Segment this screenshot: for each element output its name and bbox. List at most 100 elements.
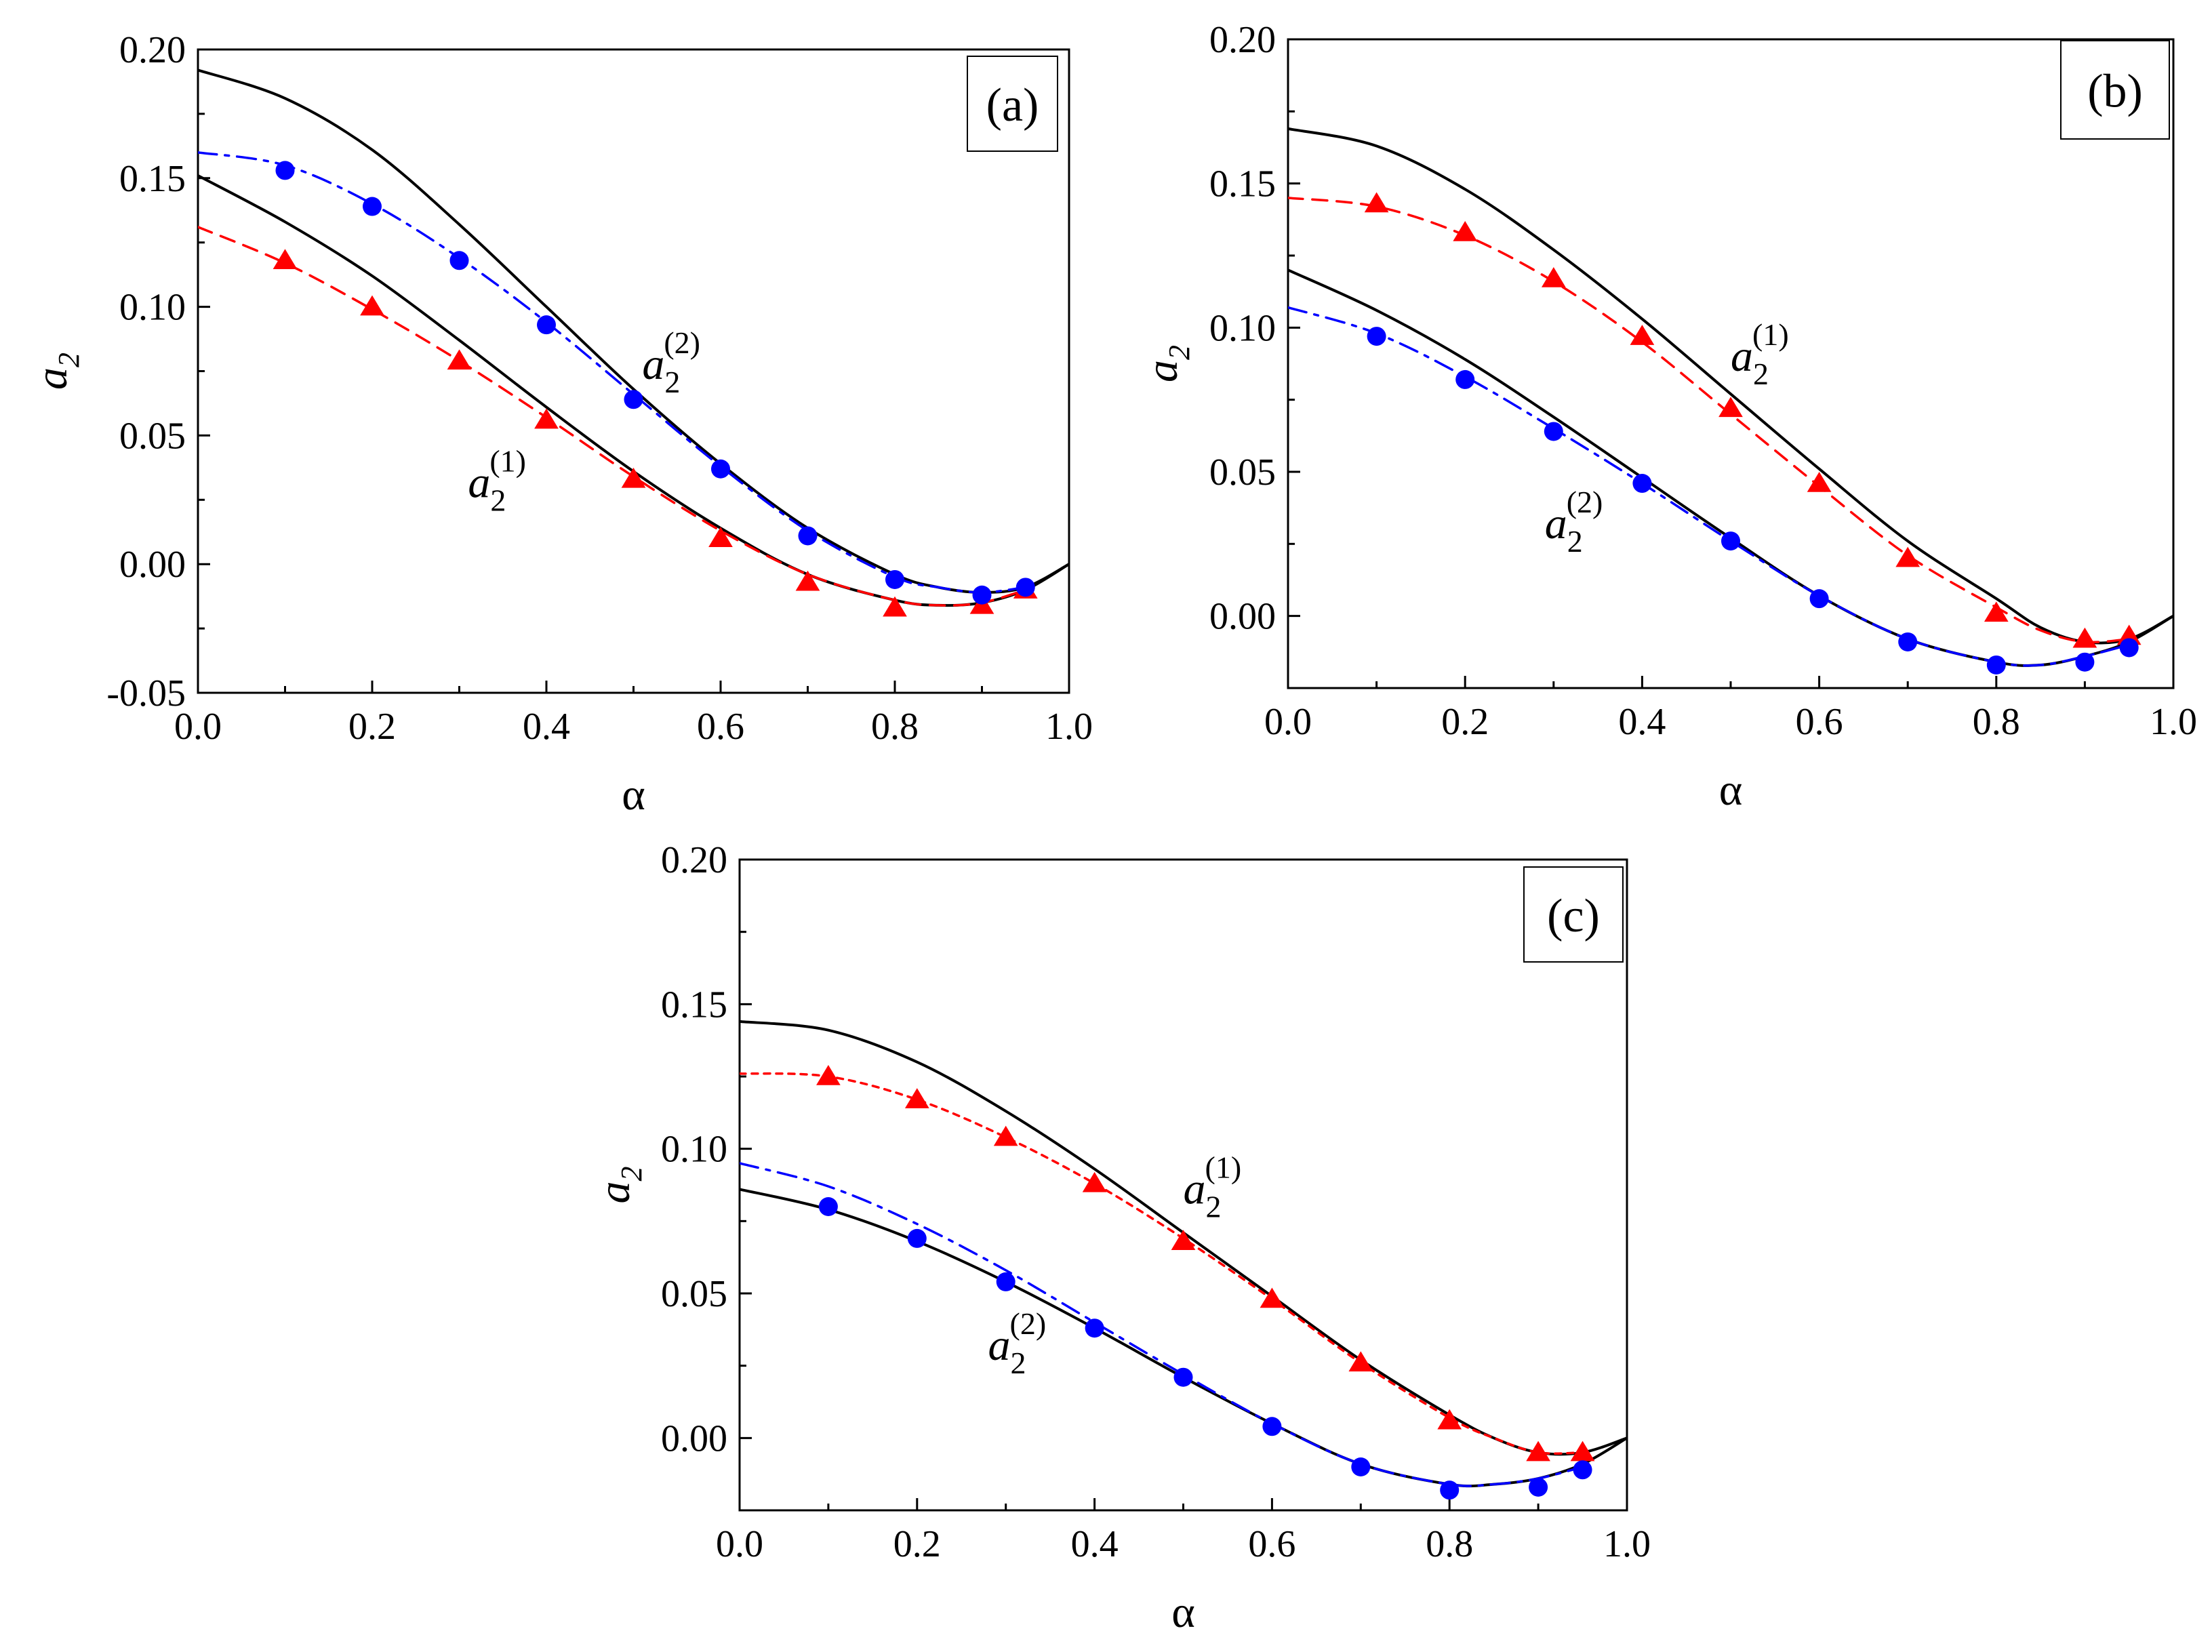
annotation-sub: 2: [1011, 1346, 1026, 1380]
data-point-circle: [1898, 632, 1918, 651]
y-tick-label: 0.05: [661, 1273, 727, 1315]
data-point-circle: [885, 569, 904, 589]
y-tick-label: 0.00: [119, 544, 186, 586]
annotation-sup: (2): [1010, 1306, 1047, 1341]
data-point-triangle: [1437, 1409, 1462, 1430]
curve-annotation: a2 (2): [1545, 485, 1603, 559]
x-axis-title: α: [1719, 765, 1743, 815]
data-point-triangle: [273, 249, 298, 270]
plot-area: [1288, 127, 2173, 674]
x-tick-label: 0.6: [697, 706, 744, 748]
data-point-triangle: [1364, 192, 1389, 213]
data-point-triangle: [1807, 472, 1832, 492]
y-tick-label: 0.10: [119, 287, 186, 329]
data-point-circle: [1015, 578, 1035, 597]
x-tick-label: 0.6: [1796, 701, 1843, 743]
y-axis-title: a2: [1138, 345, 1196, 382]
data-point-circle: [1809, 589, 1829, 609]
y-axis-title-sub: 2: [615, 1167, 648, 1182]
y-axis-title-text: a2: [590, 1167, 648, 1204]
data-point-triangle: [795, 570, 820, 591]
curve-annotation: a2 (1): [1184, 1150, 1242, 1224]
annotation-base: a: [642, 340, 664, 389]
x-tick-label: 0.8: [871, 706, 919, 748]
x-axis-title: α: [1171, 1588, 1195, 1637]
data-point-circle: [711, 459, 730, 479]
y-axis-title: a2: [27, 352, 85, 390]
data-point-circle: [1529, 1477, 1548, 1497]
data-point-triangle: [1082, 1171, 1107, 1192]
data-point-circle: [1262, 1417, 1282, 1436]
chart-panel-b: 0.0 0.2 0.4 0.6 0.8 1.0 0.00 0.05 0.10 0.15 0.20 α a…: [1138, 19, 2197, 815]
annotation-sub: 2: [664, 365, 680, 399]
x-tick-label: 0.2: [1441, 701, 1489, 743]
data-point-circle: [798, 526, 818, 546]
data-point-triangle: [1541, 267, 1566, 287]
x-tick-label: 0.0: [1264, 701, 1312, 743]
y-tick-label: 0.20: [1209, 19, 1276, 61]
x-tick-label: 0.8: [1973, 701, 2020, 743]
series-line-a2-1-theory: [1288, 127, 2173, 645]
panel-label-box: [1523, 866, 1624, 963]
data-point-triangle: [1630, 325, 1655, 345]
data-point-triangle: [1895, 546, 1921, 567]
annotation-base: a: [1545, 499, 1567, 548]
panel-label: (c): [1547, 890, 1600, 942]
data-point-triangle: [621, 467, 646, 488]
data-point-circle: [624, 390, 643, 409]
series-line-a2-2-approx: [740, 1162, 1584, 1487]
x-axis-title: α: [622, 770, 645, 820]
panel-label-box: [967, 56, 1058, 152]
y-tick-label: -0.05: [106, 672, 186, 714]
data-point-triangle: [1570, 1441, 1595, 1462]
data-point-circle: [972, 585, 992, 605]
x-tick-label: 0.0: [174, 706, 222, 748]
annotation-sub: 2: [1206, 1190, 1222, 1224]
data-point-triangle: [1984, 601, 2009, 622]
plot-area: [740, 1020, 1627, 1500]
data-point-circle: [1455, 369, 1475, 389]
x-tick-label: 1.0: [1045, 706, 1093, 748]
x-tick-label: 0.6: [1248, 1523, 1295, 1565]
data-point-circle: [1986, 655, 2006, 674]
annotation-base: a: [1184, 1165, 1206, 1214]
data-point-circle: [2075, 652, 2095, 672]
data-point-circle: [1367, 327, 1386, 346]
data-point-circle: [1440, 1480, 1460, 1500]
data-point-triangle: [1453, 220, 1478, 241]
data-point-triangle: [534, 408, 559, 429]
y-tick-label: 0.20: [119, 29, 186, 71]
annotation-base: a: [1731, 331, 1753, 381]
data-point-triangle: [1348, 1351, 1373, 1372]
data-point-triangle: [883, 596, 907, 617]
data-point-circle: [1351, 1457, 1371, 1476]
annotation-base: a: [468, 458, 490, 508]
annotation-base: a: [988, 1321, 1011, 1370]
chart-panel-a: 0.0 0.2 0.4 0.6 0.8 1.0 -0.05 0.00 0.05 0.10 0.15 0…: [27, 29, 1093, 820]
data-point-triangle: [1526, 1441, 1550, 1462]
y-tick-label: 0.10: [661, 1129, 727, 1171]
y-tick-label: 0.05: [119, 415, 186, 457]
data-point-circle: [1085, 1318, 1104, 1338]
x-tick-label: 0.2: [348, 706, 396, 748]
annotation-sup: (2): [664, 325, 700, 360]
data-point-circle: [2119, 638, 2139, 658]
y-axis-title-sub: 2: [52, 352, 85, 367]
annotation-sup: (2): [1567, 485, 1603, 519]
data-point-triangle: [2072, 627, 2097, 648]
x-tick-label: 1.0: [1603, 1523, 1651, 1565]
y-axis-title: a2: [590, 1167, 648, 1204]
series-line-a2-1-approx: [1288, 197, 2131, 644]
curve-annotation: a2 (1): [468, 444, 526, 518]
data-point-triangle: [1171, 1230, 1196, 1250]
data-point-triangle: [447, 349, 472, 370]
annotation-sub: 2: [490, 483, 506, 518]
data-point-triangle: [2116, 624, 2141, 645]
y-tick-label: 0.15: [119, 158, 186, 200]
data-point-circle: [1632, 474, 1652, 493]
panel-label: (b): [2087, 66, 2143, 118]
y-axis-title-text: a2: [27, 352, 85, 390]
y-tick-label: 0.20: [661, 839, 727, 881]
x-tick-label: 0.4: [523, 706, 570, 748]
